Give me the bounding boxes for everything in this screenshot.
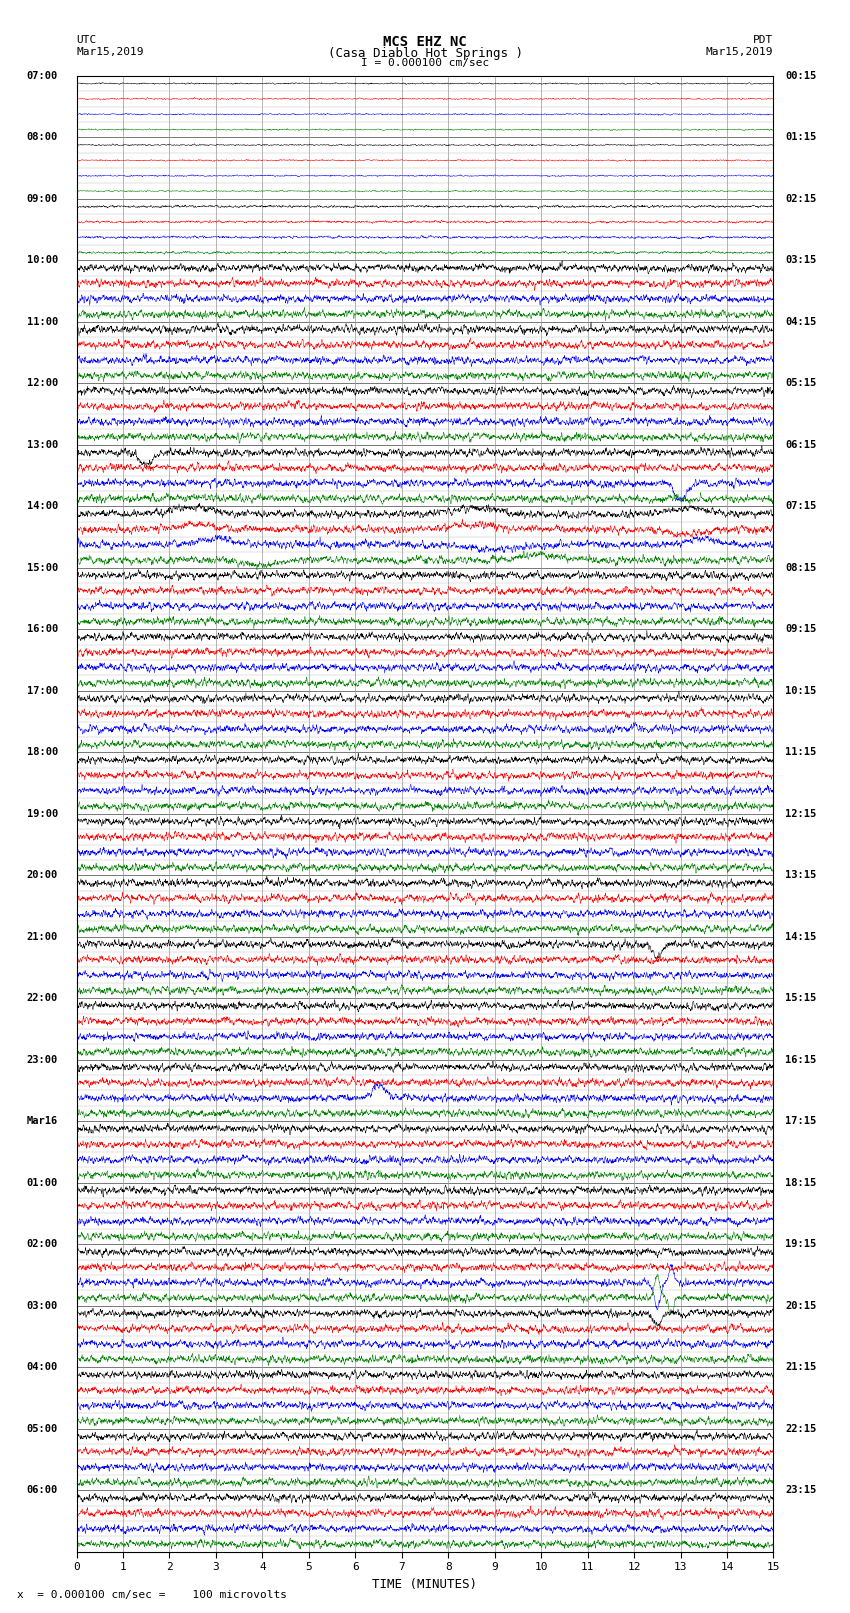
Text: 10:15: 10:15 — [785, 686, 816, 695]
Text: 22:15: 22:15 — [785, 1424, 816, 1434]
Text: 11:00: 11:00 — [26, 316, 58, 327]
Text: 16:00: 16:00 — [26, 624, 58, 634]
Text: 21:00: 21:00 — [26, 932, 58, 942]
Text: 19:15: 19:15 — [785, 1239, 816, 1248]
Text: 09:15: 09:15 — [785, 624, 816, 634]
Text: 09:00: 09:00 — [26, 194, 58, 203]
Text: 13:00: 13:00 — [26, 440, 58, 450]
Text: 10:00: 10:00 — [26, 255, 58, 265]
Text: 16:15: 16:15 — [785, 1055, 816, 1065]
Text: 23:00: 23:00 — [26, 1055, 58, 1065]
Text: 03:00: 03:00 — [26, 1300, 58, 1311]
Text: 04:15: 04:15 — [785, 316, 816, 327]
Text: 22:00: 22:00 — [26, 994, 58, 1003]
Text: 18:00: 18:00 — [26, 747, 58, 756]
Text: 05:15: 05:15 — [785, 379, 816, 389]
Text: 01:15: 01:15 — [785, 132, 816, 142]
Text: 15:00: 15:00 — [26, 563, 58, 573]
Text: 12:15: 12:15 — [785, 808, 816, 819]
Text: Mar15,2019: Mar15,2019 — [706, 47, 774, 56]
Text: (Casa Diablo Hot Springs ): (Casa Diablo Hot Springs ) — [327, 47, 523, 60]
Text: 07:15: 07:15 — [785, 502, 816, 511]
Text: 23:15: 23:15 — [785, 1486, 816, 1495]
Text: 13:15: 13:15 — [785, 871, 816, 881]
Text: 08:15: 08:15 — [785, 563, 816, 573]
Text: UTC: UTC — [76, 35, 97, 45]
Text: 06:15: 06:15 — [785, 440, 816, 450]
Text: 11:15: 11:15 — [785, 747, 816, 756]
Text: 20:00: 20:00 — [26, 871, 58, 881]
Text: 20:15: 20:15 — [785, 1300, 816, 1311]
Text: 21:15: 21:15 — [785, 1363, 816, 1373]
Text: 08:00: 08:00 — [26, 132, 58, 142]
Text: 14:15: 14:15 — [785, 932, 816, 942]
Text: 15:15: 15:15 — [785, 994, 816, 1003]
Text: Mar16: Mar16 — [26, 1116, 58, 1126]
Text: 19:00: 19:00 — [26, 808, 58, 819]
Text: 07:00: 07:00 — [26, 71, 58, 81]
Text: 00:15: 00:15 — [785, 71, 816, 81]
Text: 05:00: 05:00 — [26, 1424, 58, 1434]
Text: MCS EHZ NC: MCS EHZ NC — [383, 35, 467, 50]
Text: 18:15: 18:15 — [785, 1177, 816, 1187]
Text: 06:00: 06:00 — [26, 1486, 58, 1495]
Text: 12:00: 12:00 — [26, 379, 58, 389]
Text: PDT: PDT — [753, 35, 774, 45]
Text: x  = 0.000100 cm/sec =    100 microvolts: x = 0.000100 cm/sec = 100 microvolts — [17, 1590, 287, 1600]
Text: 04:00: 04:00 — [26, 1363, 58, 1373]
Text: 01:00: 01:00 — [26, 1177, 58, 1187]
Text: 14:00: 14:00 — [26, 502, 58, 511]
Text: I = 0.000100 cm/sec: I = 0.000100 cm/sec — [361, 58, 489, 68]
Text: 02:00: 02:00 — [26, 1239, 58, 1248]
Text: 17:15: 17:15 — [785, 1116, 816, 1126]
X-axis label: TIME (MINUTES): TIME (MINUTES) — [372, 1578, 478, 1590]
Text: Mar15,2019: Mar15,2019 — [76, 47, 144, 56]
Text: 02:15: 02:15 — [785, 194, 816, 203]
Text: 03:15: 03:15 — [785, 255, 816, 265]
Text: 17:00: 17:00 — [26, 686, 58, 695]
